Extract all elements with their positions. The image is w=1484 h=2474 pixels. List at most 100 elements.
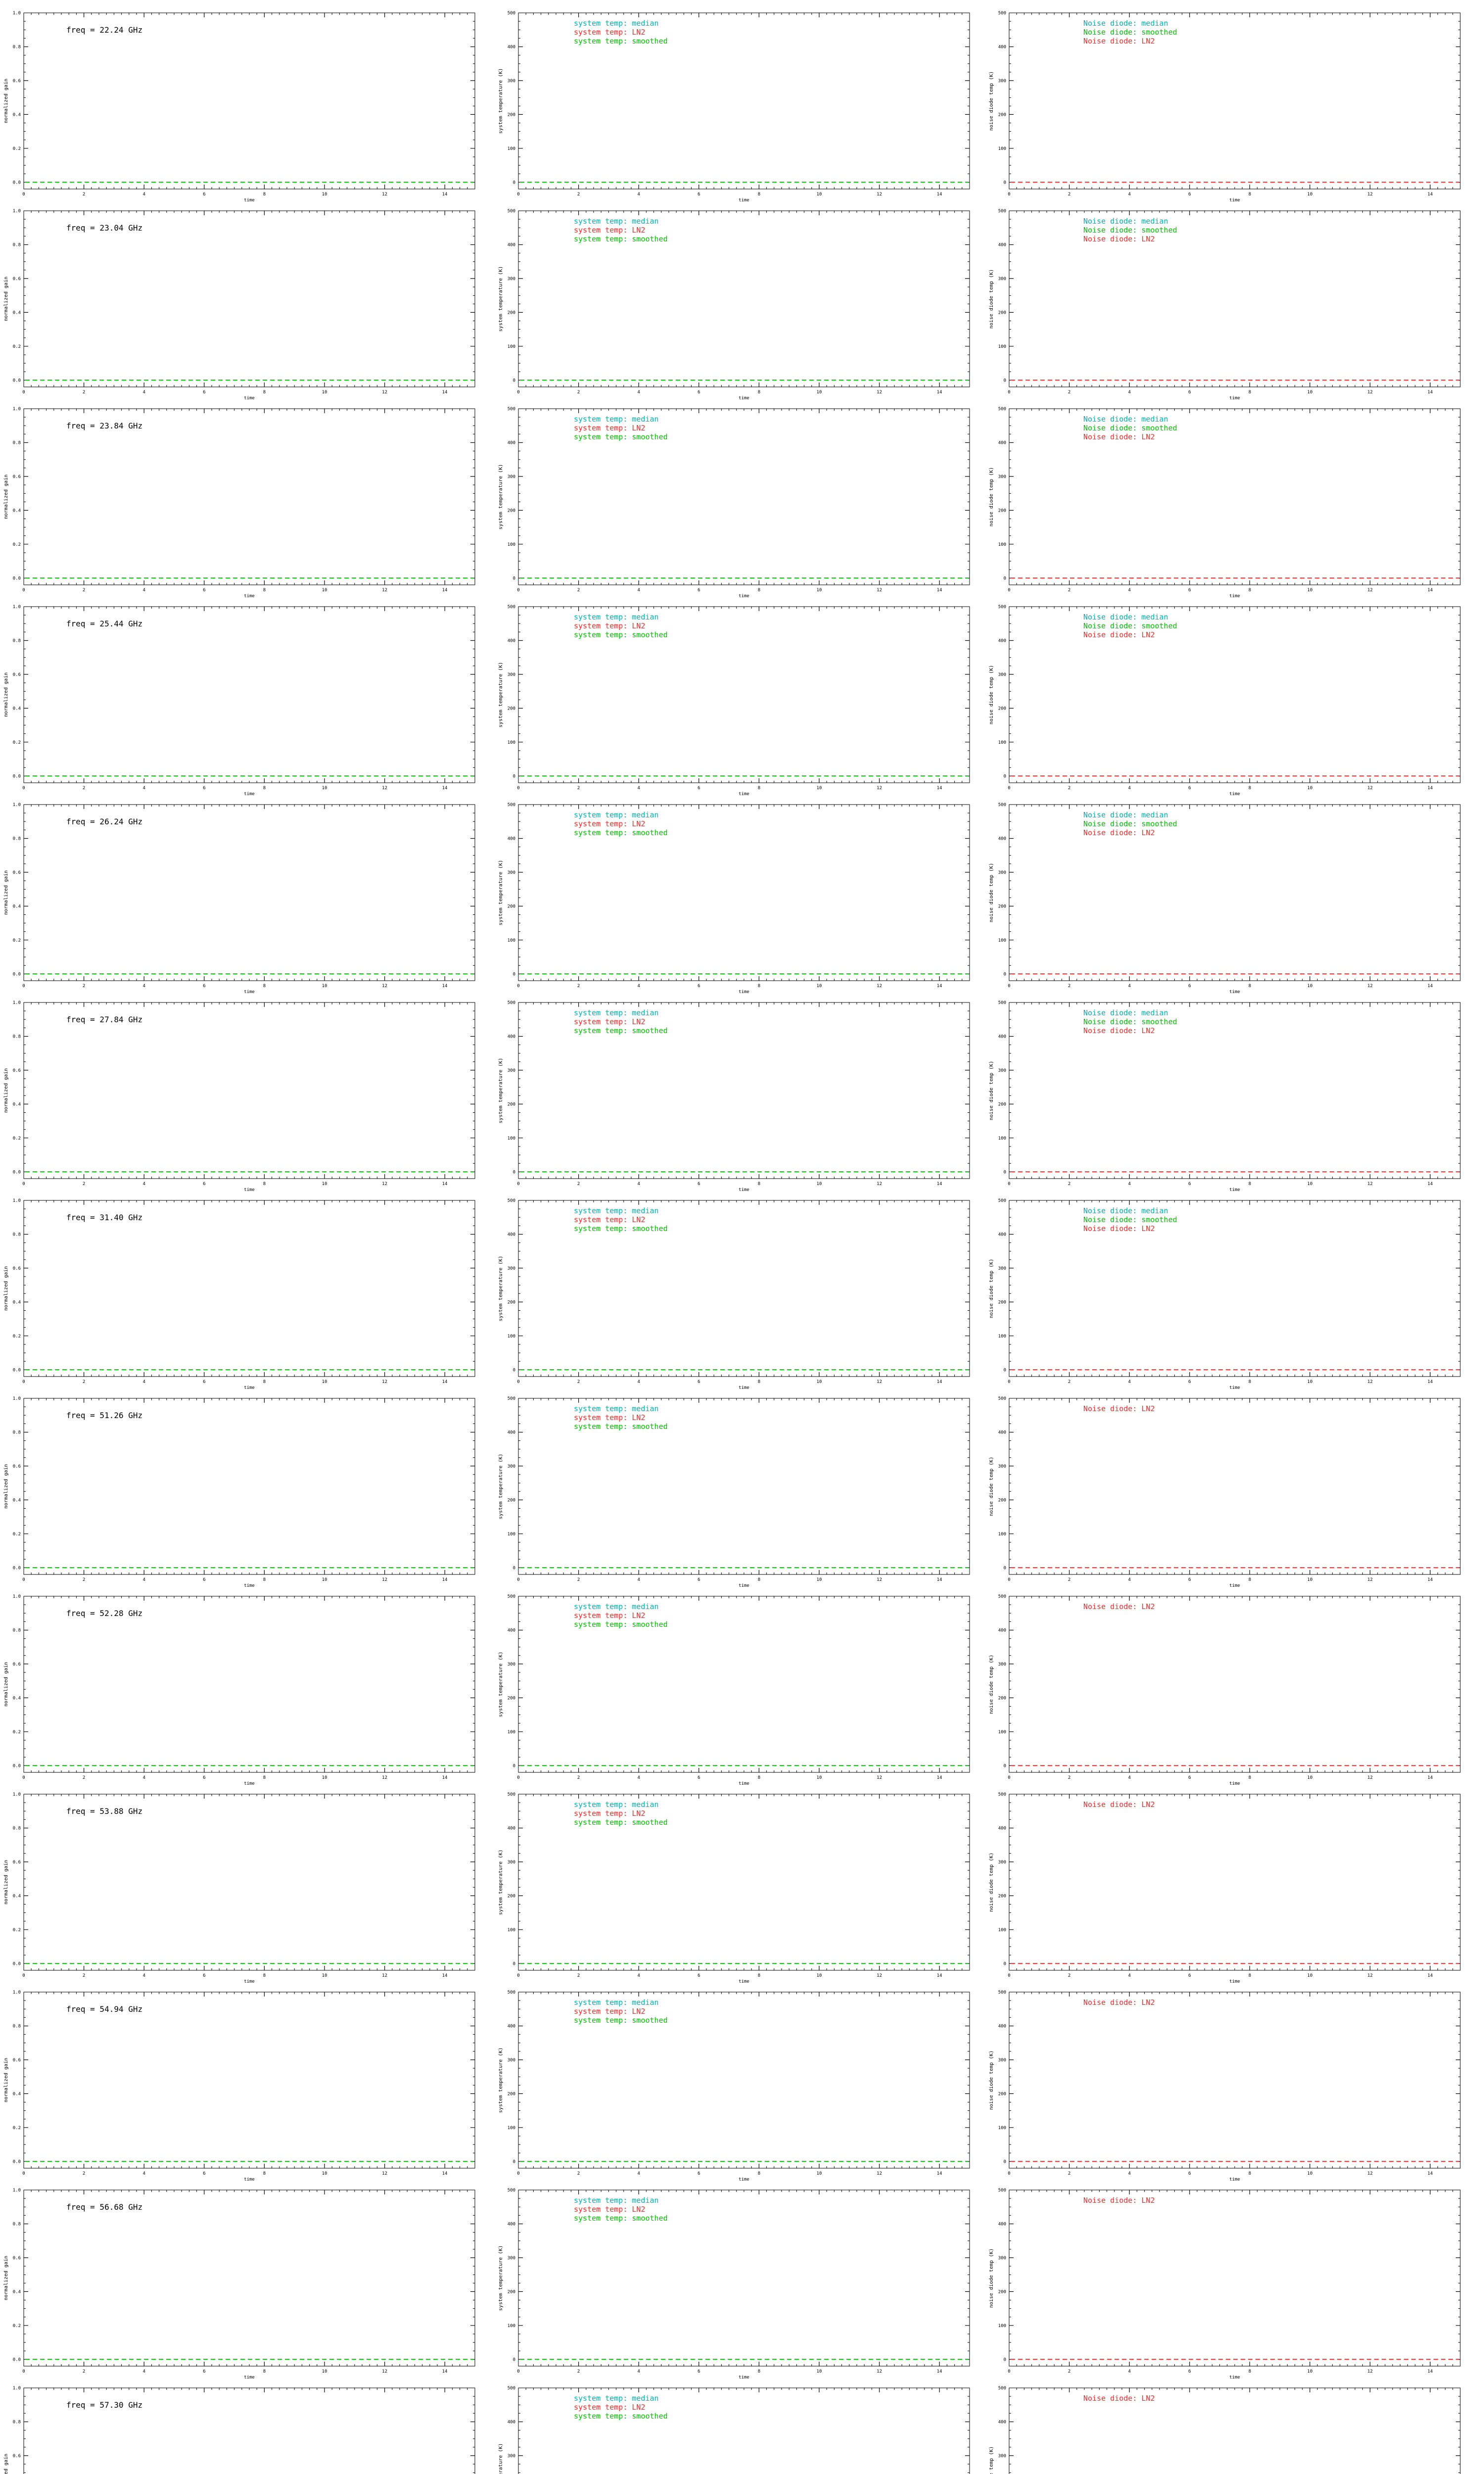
x-axis-label: time [1229,2177,1240,2182]
y-axis-label: noise diode temp (K) [989,467,994,526]
y-axis-label: noise diode temp (K) [989,863,994,922]
y-tick-label: 200 [508,112,515,117]
x-tick-label: 0 [1008,1973,1010,1978]
x-axis-label: time [1229,2375,1240,2380]
y-tick-label: 0.8 [13,836,21,841]
legend-entry: Noise diode: median [1083,19,1168,28]
y-axis-label: system temperature (K) [498,860,504,925]
legend-entry: Noise diode: LN2 [1083,2394,1155,2403]
minor-ticks [518,607,970,783]
y-axis-label: system temperature (K) [498,2047,504,2113]
x-tick-label: 4 [142,1182,145,1187]
y-tick-label: 500 [998,803,1006,808]
x-axis-label: time [739,792,749,797]
major-ticks [1009,1596,1460,1772]
plot-frame [1009,12,1461,190]
x-axis-label: time [1229,1979,1240,1984]
plot-frame [1009,606,1461,783]
y-tick-label: 0 [1004,1961,1006,1966]
x-tick-label: 0 [517,1775,519,1780]
freq-label: freq = 57.30 GHz [66,2400,142,2410]
y-tick-label: 200 [508,1300,515,1305]
x-tick-label: 8 [263,192,266,197]
minor-ticks [518,2190,970,2366]
y-axis-label: system temperature (K) [498,68,504,134]
x-tick-label: 8 [263,390,266,395]
y-tick-label: 500 [508,1000,515,1005]
x-tick-label: 4 [1128,390,1130,395]
major-ticks [24,1002,475,1179]
legend-entry: system temp: median [574,2196,659,2205]
y-tick-label: 300 [508,1464,515,1469]
x-axis-label: time [1229,198,1240,203]
x-tick-label: 6 [1188,390,1191,395]
plot-frame [23,2189,475,2367]
y-tick-label: 400 [508,1232,515,1237]
y-tick-label: 1.0 [13,1396,21,1401]
legend-entry: system temp: LN2 [574,2007,646,2016]
x-tick-label: 12 [1367,2171,1373,2176]
freq-label: freq = 53.88 GHz [66,1807,142,1816]
y-tick-label: 0 [1004,2357,1006,2362]
y-tick-label: 300 [998,2454,1006,2459]
legend-entry: Noise diode: LN2 [1083,1026,1155,1035]
y-tick-label: 100 [508,2126,515,2131]
minor-ticks [1009,13,1460,189]
y-axis-label: normalized gain [3,2058,9,2102]
x-tick-label: 8 [263,588,266,593]
x-tick-label: 6 [697,390,700,395]
plot-frame [23,606,475,783]
y-tick-label: 1.0 [13,605,21,610]
x-axis-label: time [1229,1781,1240,1786]
x-tick-label: 0 [1008,1182,1010,1187]
y-tick-label: 400 [998,1034,1006,1039]
y-tick-label: 0.6 [13,2058,21,2063]
legend-entry: Noise diode: smoothed [1083,621,1177,630]
y-tick-label: 0 [1004,2159,1006,2164]
x-tick-label: 10 [322,1380,327,1384]
y-tick-label: 0.8 [13,1628,21,1633]
x-tick-label: 6 [203,1182,205,1187]
y-tick-label: 0.8 [13,1034,21,1039]
y-axis-label: normalized gain [3,2454,9,2474]
major-ticks [518,1002,970,1179]
plot-57.3-gain: 024681012140.00.20.40.60.81.0normalized … [3,2386,475,2474]
y-tick-label: 0 [1004,972,1006,977]
legend-entry: system temp: LN2 [574,1611,646,1620]
y-tick-label: 0.2 [13,1532,21,1537]
legend-entry: system temp: LN2 [574,2403,646,2412]
x-tick-label: 4 [1128,2171,1130,2176]
plot-52.28-systemp: 0 2 4 6 8 10 12 14 0 100 200 300 400 500 system temper… [498,1594,970,1786]
x-tick-label: 0 [22,1577,25,1582]
x-tick-label: 0 [1008,984,1010,989]
y-tick-label: 0.2 [13,146,21,151]
x-tick-label: 2 [577,1577,580,1582]
x-tick-label: 4 [637,1380,640,1384]
freq-label: freq = 23.04 GHz [66,223,142,233]
x-tick-label: 10 [322,1973,327,1978]
legend-entry: Noise diode: LN2 [1083,630,1155,639]
x-tick-label: 6 [203,1577,205,1582]
y-tick-label: 0.6 [13,1068,21,1073]
legend-entry: Noise diode: median [1083,810,1168,819]
x-tick-label: 12 [1367,2369,1373,2374]
major-ticks [24,211,475,387]
x-axis-label: time [739,594,749,599]
x-tick-label: 6 [697,2171,700,2176]
x-tick-label: 12 [877,192,882,197]
x-tick-label: 10 [322,1577,327,1582]
x-tick-label: 6 [1188,2171,1191,2176]
x-tick-label: 10 [1307,2369,1313,2374]
y-axis-label: system temperature (K) [498,266,504,332]
y-tick-label: 1.0 [13,803,21,808]
plot-frame [1009,1200,1461,1377]
y-tick-label: 500 [998,2188,1006,2193]
x-tick-label: 10 [1307,1577,1313,1582]
y-tick-label: 200 [998,1498,1006,1503]
plot-frame [23,12,475,190]
plot-56.68-gain: 0 2 4 6 8 10 12 14 0.0 0.2 0.4 0.6 0.8 1.0 normalized … [3,2188,475,2380]
x-tick-label: 10 [817,2171,822,2176]
x-tick-label: 0 [517,984,519,989]
y-tick-label: 200 [998,112,1006,117]
y-tick-label: 200 [998,1696,1006,1701]
